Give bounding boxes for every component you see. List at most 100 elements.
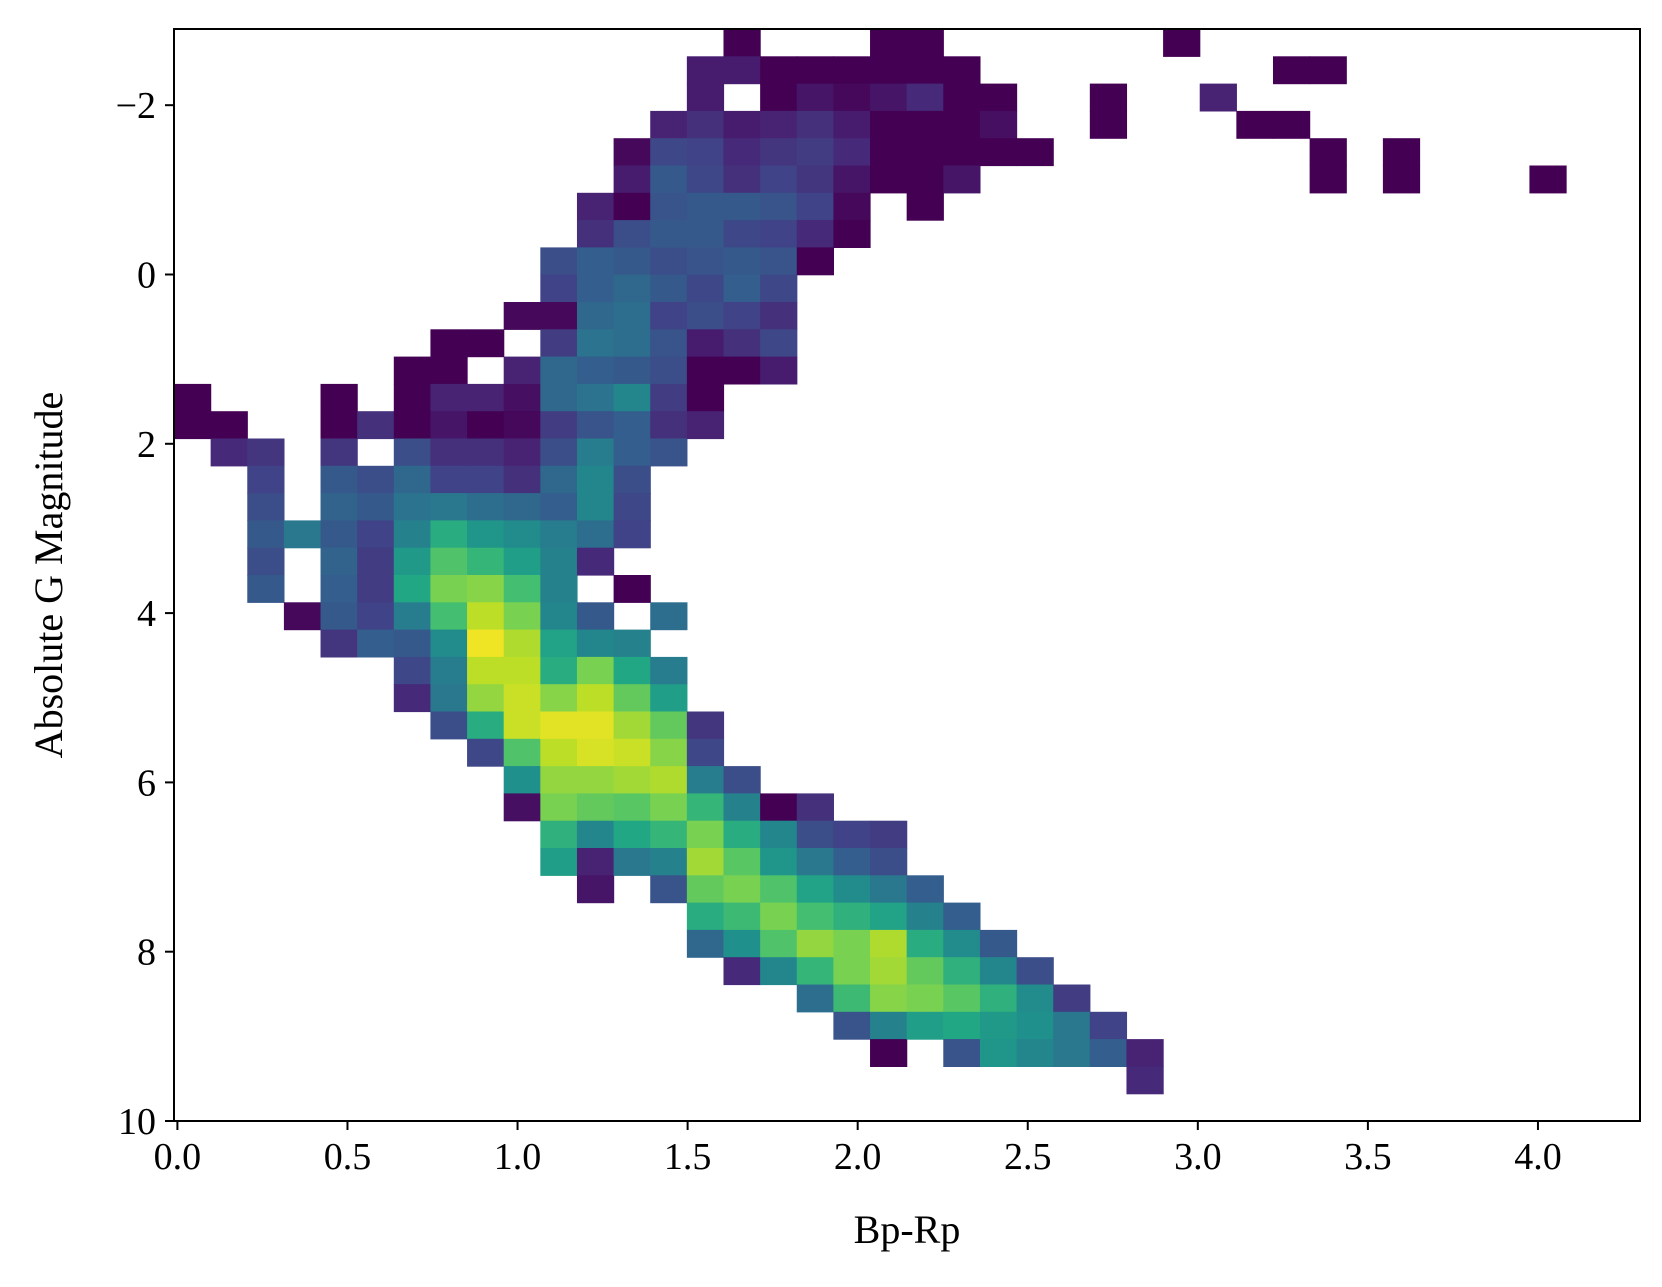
heatmap-cell — [174, 383, 212, 412]
heatmap-cell — [540, 411, 578, 440]
heatmap-cell — [540, 575, 578, 603]
heatmap-cell — [320, 493, 358, 521]
heatmap-cell — [613, 383, 651, 412]
heatmap-cell — [1272, 110, 1311, 139]
heatmap-cell — [650, 738, 688, 767]
heatmap-cell — [686, 902, 725, 931]
heatmap-cell — [576, 438, 615, 467]
x-tick-label: 0.0 — [154, 1136, 202, 1178]
heatmap-cell — [357, 602, 395, 631]
heatmap-cell — [796, 929, 834, 958]
heatmap-cell — [247, 575, 285, 603]
heatmap-cell — [833, 220, 871, 248]
heatmap-cell — [503, 575, 541, 603]
heatmap-cell — [540, 356, 578, 385]
heatmap-cell — [393, 684, 432, 713]
heatmap-cell — [833, 957, 871, 986]
heatmap-cell — [540, 738, 578, 767]
heatmap-cell — [467, 711, 505, 740]
heatmap-cell — [686, 110, 725, 139]
heatmap-cell — [393, 493, 432, 521]
heatmap-cell — [613, 684, 651, 713]
heatmap-cell — [833, 165, 871, 194]
heatmap-cell — [650, 110, 688, 139]
heatmap-cell — [576, 274, 615, 303]
heatmap-cell — [613, 766, 651, 794]
heatmap-cell — [503, 465, 541, 494]
heatmap-cell — [320, 575, 358, 603]
heatmap-cell — [686, 247, 725, 276]
heatmap-cell — [540, 329, 578, 358]
heatmap-cell — [870, 848, 908, 876]
heatmap-cell — [613, 411, 651, 440]
x-tick-label: 2.5 — [1004, 1136, 1052, 1178]
heatmap-cell — [796, 820, 834, 849]
heatmap-cell — [943, 902, 981, 931]
heatmap-cell — [247, 493, 285, 521]
heatmap-cell — [906, 875, 944, 904]
heatmap-cell — [613, 329, 651, 358]
heatmap-cell — [870, 29, 908, 57]
heatmap-cell — [503, 793, 541, 822]
heatmap-cell — [503, 520, 541, 549]
y-tick-label: 8 — [137, 932, 156, 974]
heatmap-cell — [320, 438, 358, 467]
heatmap-cell — [393, 629, 432, 658]
heatmap-cell — [723, 957, 761, 986]
heatmap-cell — [650, 656, 688, 685]
heatmap-cell — [760, 902, 798, 931]
heatmap-cell — [613, 575, 651, 603]
heatmap-cell — [576, 220, 615, 248]
heatmap-cell — [576, 711, 615, 740]
heatmap-cell — [467, 383, 505, 412]
heatmap-cell — [760, 848, 798, 876]
heatmap-cell — [613, 220, 651, 248]
heatmap-cell — [320, 547, 358, 576]
heatmap-cell — [796, 848, 834, 876]
heatmap-cell — [503, 383, 541, 412]
heatmap-cell — [576, 684, 615, 713]
heatmap-cell — [1089, 1011, 1128, 1040]
heatmap-cell — [870, 138, 908, 167]
heatmap-cell — [796, 902, 834, 931]
heatmap-cell — [833, 138, 871, 167]
heatmap-cell — [576, 875, 615, 904]
heatmap-cell — [430, 438, 468, 467]
heatmap-cell — [283, 520, 322, 549]
heatmap-cell — [650, 602, 688, 631]
heatmap-cell — [943, 1011, 981, 1040]
heatmap-cell — [650, 329, 688, 358]
heatmap-cell — [247, 520, 285, 549]
heatmap-cell — [760, 83, 798, 112]
heatmap-cell — [540, 793, 578, 822]
heatmap-cell — [686, 383, 725, 412]
heatmap-cell — [576, 247, 615, 276]
heatmap-cell — [467, 438, 505, 467]
heatmap-cell — [357, 520, 395, 549]
heatmap-cell — [833, 929, 871, 958]
heatmap-cell — [320, 411, 358, 440]
heatmap-cell — [1529, 165, 1567, 194]
heatmap-cell — [540, 520, 578, 549]
heatmap-cell — [503, 547, 541, 576]
heatmap-cell — [210, 411, 248, 440]
heatmap-cell — [1089, 1039, 1128, 1067]
heatmap-cell — [393, 438, 432, 467]
heatmap-cell — [723, 848, 761, 876]
heatmap-cell — [503, 711, 541, 740]
heatmap-cell — [686, 302, 725, 330]
heatmap-cell — [760, 820, 798, 849]
y-tick-label: 6 — [137, 762, 156, 804]
heatmap-cell — [796, 793, 834, 822]
heatmap-cell — [833, 56, 871, 85]
heatmap-cell — [320, 520, 358, 549]
heatmap-cell — [393, 356, 432, 385]
heatmap-cell — [943, 1039, 981, 1067]
heatmap-cell — [833, 110, 871, 139]
heatmap-cell — [613, 656, 651, 685]
heatmap-cell — [1089, 110, 1128, 139]
heatmap-cell — [174, 411, 212, 440]
heatmap-cell — [540, 247, 578, 276]
heatmap-cell — [467, 738, 505, 767]
heatmap-cell — [686, 929, 725, 958]
